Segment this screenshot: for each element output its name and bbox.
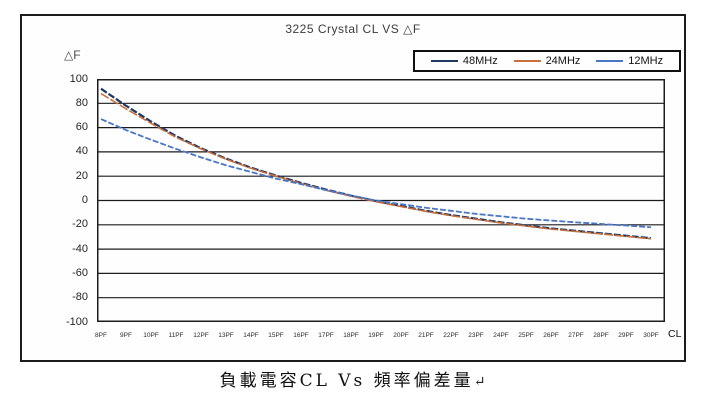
x-tick-label: 29PF [618,332,634,339]
return-mark-icon: ↵ [473,374,486,390]
y-tick-label: 60 [75,121,88,134]
chart-title: 3225 Crystal CL VS △F [285,22,421,36]
x-tick-label: 12PF [193,332,209,339]
y-axis-ticks: 100 80 60 40 20 0 -20 -40 -60 -80 -100 [50,73,92,327]
y-tick-label: -80 [72,291,88,304]
legend-item-48mhz: 48MHz [430,55,498,67]
x-tick-label: 14PF [243,332,259,339]
y-tick-label: 100 [69,72,88,85]
y-tick-label: -100 [65,315,88,328]
legend-swatch-icon [596,60,624,62]
legend-label: 48MHz [462,55,498,67]
legend-label: 12MHz [628,55,664,67]
y-tick-label: 0 [81,194,88,206]
legend-item-24mhz: 24MHz [513,55,581,67]
x-tick-label: 15PF [268,332,284,339]
legend-swatch-icon [513,60,541,62]
y-tick-label: -40 [72,242,88,255]
x-tick-label: 19PF [368,332,384,339]
x-tick-label: 16PF [293,332,309,339]
y-tick-label: 20 [75,169,88,182]
y-axis-label: △F [64,48,81,62]
y-tick-label: -20 [72,218,88,231]
x-tick-label: 30PF [643,332,659,339]
caption-text: 負載電容CL Vs 頻率偏差量 [219,371,474,391]
x-tick-label: 27PF [568,332,584,339]
plot-area [97,79,665,322]
legend-item-12mhz: 12MHz [596,55,663,67]
y-tick-label: 80 [75,96,88,109]
x-tick-label: 8PF [95,332,107,339]
x-tick-label: 10PF [143,332,159,339]
series-line-48mhz [100,87,652,240]
x-tick-label: 11PF [168,332,184,339]
x-tick-label: 9PF [120,332,132,339]
chart-caption: 負載電容CL Vs 頻率偏差量↵ [0,366,705,391]
plot-canvas [97,79,665,322]
x-tick-label: 21PF [418,332,434,339]
series-line-24mhz [100,92,652,240]
y-tick-label: 40 [75,145,88,158]
x-tick-label: 23PF [468,332,484,339]
y-tick-label: -60 [72,266,88,279]
x-tick-label: 25PF [518,332,534,339]
x-tick-label: 17PF [318,332,334,339]
plot-border [97,79,665,322]
x-axis-ticks: 8PF 9PF 10PF 11PF 12PF 13PF 14PF 15PF 16PF 17PF 18… [95,332,665,342]
x-tick-label: 22PF [443,332,459,339]
x-tick-label: 28PF [593,332,609,339]
x-tick-label: 24PF [493,332,509,339]
x-tick-label: 26PF [543,332,559,339]
chart-frame: 3225 Crystal CL VS △F △F 48MHz 24MHz 12MHz… [20,14,686,362]
legend: 48MHz 24MHz 12MHz [413,50,681,72]
series-line-12mhz [100,118,652,229]
legend-label: 24MHz [545,55,581,67]
x-tick-label: 20PF [393,332,409,339]
x-tick-label: 13PF [218,332,234,339]
x-tick-label: 18PF [343,332,359,339]
legend-swatch-icon [430,60,458,62]
x-axis-label: CL [668,328,682,340]
